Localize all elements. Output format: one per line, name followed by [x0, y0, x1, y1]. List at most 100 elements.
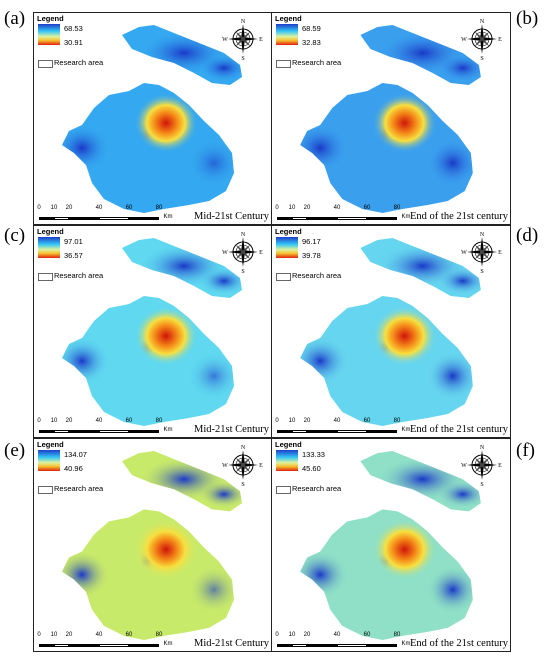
compass-s: S	[241, 269, 244, 274]
research-area-swatch	[38, 486, 53, 494]
compass-e: E	[259, 37, 263, 43]
scale-tick: 0	[37, 418, 41, 424]
legend-max-value: 133.33	[302, 450, 325, 459]
interpolation-map	[300, 25, 481, 213]
panel-label-b: (b)	[516, 8, 539, 29]
legend-min-value: 32.83	[302, 38, 321, 47]
scale-unit: Km	[163, 427, 173, 433]
scale-tick: 40	[95, 632, 103, 638]
compass-n: N	[480, 19, 485, 25]
compass-n: N	[480, 232, 485, 238]
scale-unit: Km	[401, 641, 411, 647]
scale-tick: 60	[363, 418, 371, 424]
scale-tick: 80	[393, 632, 401, 638]
scale-tick: 0	[275, 632, 279, 638]
scale-tick: 20	[303, 205, 311, 211]
legend-title: Legend	[275, 440, 302, 449]
compass-e: E	[259, 463, 263, 469]
research-area-label: Research area	[292, 484, 342, 493]
legend-title: Legend	[37, 14, 64, 23]
compass-rose-icon: N S E W	[222, 232, 263, 274]
interpolation-map	[300, 451, 481, 640]
scale-bar: 0 10 20 40 60 80 Km	[275, 205, 426, 221]
research-area-label: Research area	[54, 484, 104, 493]
scale-unit: Km	[401, 427, 411, 433]
scale-tick: 20	[303, 418, 311, 424]
legend-min-value: 30.91	[64, 38, 83, 47]
legend-min-value: 39.78	[302, 251, 321, 260]
scale-tick: 80	[393, 205, 401, 211]
scale-bar: 0 10 20 40 60 80 Km	[37, 632, 188, 648]
scale-tick: 80	[155, 632, 163, 638]
scale-bar: 0 10 20 40 60 80 Km	[275, 418, 426, 434]
compass-rose-icon: N S E W	[461, 445, 502, 487]
legend-max-value: 68.53	[64, 24, 83, 33]
research-area-label: Research area	[292, 58, 342, 67]
legend-color-ramp	[276, 24, 298, 45]
compass-e: E	[259, 250, 263, 256]
scale-tick: 10	[288, 418, 296, 424]
scale-tick: 40	[95, 418, 103, 424]
compass-e: E	[498, 37, 502, 43]
compass-rose-icon: N S E W	[461, 232, 502, 274]
legend-max-value: 96.17	[302, 237, 321, 246]
scale-tick: 80	[393, 418, 401, 424]
scale-tick: 60	[125, 418, 133, 424]
scale-unit: Km	[163, 214, 173, 220]
scale-unit: Km	[401, 214, 411, 220]
research-area-swatch	[276, 273, 291, 281]
period-label: End of the 21st century	[410, 424, 508, 435]
compass-n: N	[241, 445, 246, 451]
compass-rose-icon: N S E W	[222, 445, 263, 487]
research-area-label: Research area	[54, 58, 104, 67]
panel-label-c: (c)	[4, 225, 26, 246]
scale-tick: 80	[155, 205, 163, 211]
scale-tick: 10	[288, 205, 296, 211]
legend-max-value: 68.59	[302, 24, 321, 33]
research-area-swatch	[38, 60, 53, 68]
panel-label-a: (a)	[4, 8, 26, 29]
scale-tick: 20	[65, 418, 73, 424]
legend-min-value: 40.96	[64, 464, 83, 473]
map-panel: Legend 68.59 32.83 Research area N S E W…	[271, 12, 511, 225]
compass-s: S	[241, 56, 244, 61]
map-panel: Legend 134.07 40.96 Research area N S E …	[33, 438, 272, 652]
scale-tick: 0	[37, 632, 41, 638]
compass-w: W	[222, 463, 228, 469]
period-label: Mid-21st Century	[194, 424, 269, 435]
scale-tick: 0	[275, 418, 279, 424]
research-area-swatch	[276, 486, 291, 494]
period-label: End of the 21st century	[410, 638, 508, 649]
scale-tick: 60	[363, 632, 371, 638]
compass-rose-icon: N S E W	[461, 19, 502, 61]
research-area-swatch	[276, 60, 291, 68]
compass-n: N	[241, 232, 246, 238]
compass-n: N	[480, 445, 485, 451]
compass-w: W	[461, 250, 467, 256]
scale-tick: 60	[125, 632, 133, 638]
map-panel: Legend 133.33 45.60 Research area N S E …	[271, 438, 511, 652]
scale-tick: 20	[303, 632, 311, 638]
scale-unit: Km	[163, 641, 173, 647]
scale-tick: 20	[65, 632, 73, 638]
map-panel: Legend 68.53 30.91 Research area N S E W…	[33, 12, 272, 225]
scale-bar: 0 10 20 40 60 80 Km	[37, 418, 188, 434]
scale-tick: 40	[95, 205, 103, 211]
research-area-label: Research area	[292, 271, 342, 280]
scale-tick: 60	[363, 205, 371, 211]
legend-color-ramp	[38, 24, 60, 45]
legend-title: Legend	[37, 227, 64, 236]
interpolation-map	[62, 451, 242, 640]
scale-tick: 80	[155, 418, 163, 424]
panel-label-d: (d)	[516, 225, 539, 246]
scale-tick: 0	[275, 205, 279, 211]
compass-w: W	[222, 250, 228, 256]
compass-w: W	[461, 37, 467, 43]
legend-color-ramp	[276, 237, 298, 258]
interpolation-map	[300, 238, 481, 426]
compass-s: S	[480, 482, 483, 487]
period-label: End of the 21st century	[410, 211, 508, 222]
panel-label-e: (e)	[4, 440, 26, 461]
scale-tick: 10	[288, 632, 296, 638]
legend-max-value: 97.01	[64, 237, 83, 246]
